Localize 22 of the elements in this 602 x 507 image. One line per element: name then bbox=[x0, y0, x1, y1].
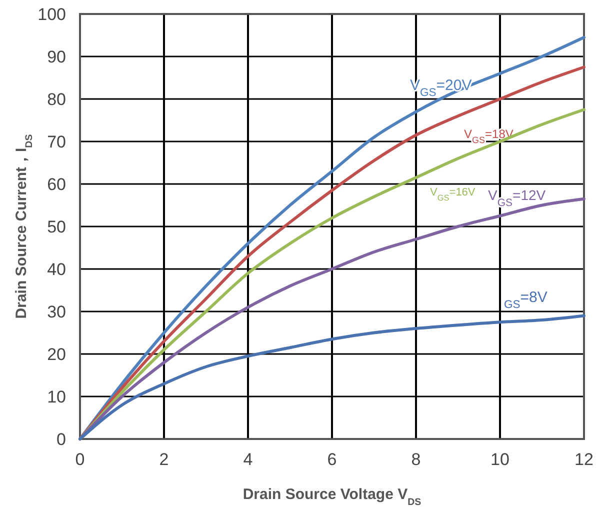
y-tick-label: 0 bbox=[56, 430, 66, 449]
y-tick-label: 80 bbox=[47, 90, 66, 109]
x-tick-label: 6 bbox=[327, 450, 337, 469]
y-tick-label: 100 bbox=[38, 4, 66, 24]
y-tick-label: 60 bbox=[47, 174, 66, 194]
y-tick-label: 90 bbox=[47, 47, 66, 66]
y-tick-label: 20 bbox=[47, 344, 66, 364]
x-tick-label: 10 bbox=[490, 450, 510, 469]
x-tick-label: 8 bbox=[411, 450, 421, 469]
x-axis-title: Drain Source Voltage V$_{DS}$ bbox=[242, 486, 422, 507]
y-tick-label: 30 bbox=[47, 302, 66, 322]
series-label: $_{GS}$=8V bbox=[504, 289, 548, 312]
line-series bbox=[78, 314, 586, 440]
y-tick-label: 40 bbox=[47, 260, 66, 279]
x-tick-label: 0 bbox=[75, 450, 85, 469]
x-tick-label: 12 bbox=[574, 450, 594, 469]
x-tick-label: 4 bbox=[243, 450, 253, 469]
x-tick-label: 2 bbox=[159, 450, 169, 469]
series-label: V$_{GS}$=16V bbox=[430, 186, 476, 202]
y-tick-label: 70 bbox=[47, 132, 66, 152]
y-tick-label: 50 bbox=[47, 217, 66, 236]
y-tick-label: 10 bbox=[47, 387, 66, 406]
